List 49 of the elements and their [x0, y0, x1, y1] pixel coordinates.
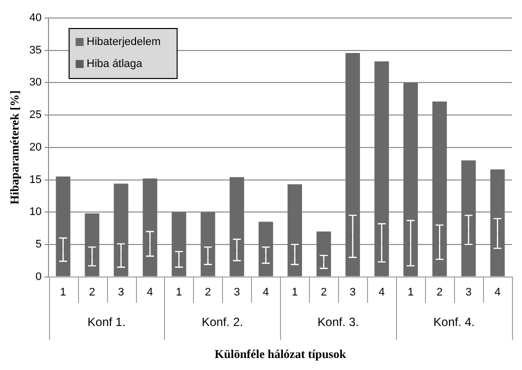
y-tick-label: 40: [29, 12, 42, 24]
x-tick-label: 1: [292, 286, 298, 298]
x-tick-label: 3: [465, 286, 472, 298]
bar: [403, 82, 418, 276]
text: Konf 1.: [88, 315, 126, 330]
y-tick-label: 0: [36, 270, 42, 283]
bar: [172, 212, 186, 276]
x-tick-label: 2: [89, 286, 96, 298]
y-axis-title: Hibaparaméterek [%]: [7, 90, 22, 204]
x-axis-title: Különféle hálózat típusok: [214, 346, 346, 361]
y-tick-label: 15: [29, 174, 42, 186]
bar: [490, 169, 505, 276]
legend-label: Hiba átlaga: [86, 58, 144, 70]
bar: [316, 232, 331, 276]
bar: [114, 184, 128, 276]
x-tick-label: 3: [234, 286, 240, 298]
x-tick-label: 1: [60, 286, 66, 298]
text: Konf. 4.: [433, 315, 475, 330]
bar: [432, 101, 447, 276]
x-tick-label: 2: [320, 286, 327, 298]
x-tick-label: 4: [262, 286, 269, 298]
bar: [56, 176, 70, 276]
x-tick-label: 2: [204, 286, 211, 298]
text: Konf. 3.: [318, 315, 359, 330]
x-tick-label: 3: [118, 286, 124, 298]
y-tick-label: 35: [29, 44, 42, 56]
bar: [230, 177, 244, 276]
x-tick-label: 4: [494, 286, 501, 298]
bar: [142, 178, 158, 276]
x-tick-label: 4: [146, 286, 154, 298]
y-tick-label: 10: [29, 206, 42, 218]
bar: [200, 212, 216, 276]
x-tick-label: 4: [378, 286, 385, 298]
y-tick-label: 25: [29, 109, 42, 122]
y-tick-label: 5: [36, 238, 42, 250]
bar: [288, 184, 302, 276]
x-tick-label: 2: [436, 286, 443, 298]
text: Konf. 2.: [202, 315, 244, 330]
bar: [374, 61, 389, 276]
x-tick-label: 1: [176, 286, 182, 298]
bar: [84, 213, 100, 276]
x-tick-label: 1: [408, 286, 414, 298]
x-tick-label: 3: [350, 286, 356, 298]
bar: [461, 160, 476, 276]
bar: [258, 222, 274, 276]
y-tick-label: 20: [29, 141, 42, 154]
legend-label: Hibaterjedelem: [86, 36, 161, 48]
bar: [345, 52, 360, 276]
y-tick-label: 30: [29, 76, 42, 89]
